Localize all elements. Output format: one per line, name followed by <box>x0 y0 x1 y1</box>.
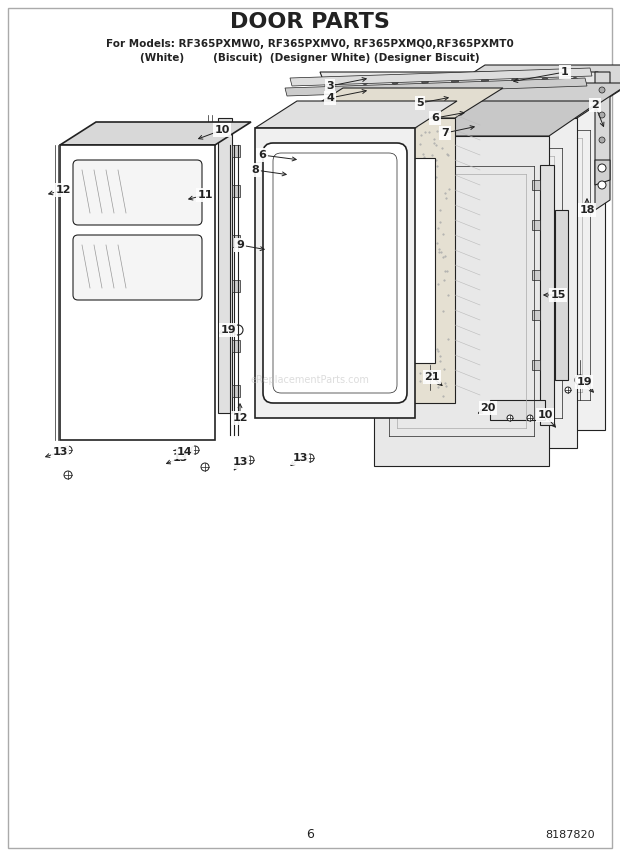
Circle shape <box>572 78 578 85</box>
Polygon shape <box>532 360 540 370</box>
Circle shape <box>64 471 72 479</box>
Circle shape <box>361 78 368 85</box>
Circle shape <box>599 137 605 143</box>
Circle shape <box>246 456 254 464</box>
Polygon shape <box>532 310 540 320</box>
FancyBboxPatch shape <box>263 143 407 403</box>
Circle shape <box>512 78 518 85</box>
Polygon shape <box>374 136 549 466</box>
Circle shape <box>482 78 489 85</box>
Text: 13: 13 <box>172 453 188 463</box>
Circle shape <box>233 325 243 335</box>
Polygon shape <box>295 118 455 403</box>
Polygon shape <box>232 340 240 352</box>
Circle shape <box>541 78 549 85</box>
Text: 6: 6 <box>306 829 314 841</box>
Text: 3: 3 <box>326 81 334 91</box>
Text: 18: 18 <box>579 205 595 215</box>
Text: For Models: RF365PXMW0, RF365PXMV0, RF365PXMQ0,RF365PXMT0: For Models: RF365PXMW0, RF365PXMV0, RF36… <box>106 39 514 49</box>
Polygon shape <box>285 78 587 96</box>
Circle shape <box>507 415 513 421</box>
Text: 14: 14 <box>177 447 193 457</box>
Polygon shape <box>255 101 457 128</box>
Circle shape <box>191 446 199 454</box>
Polygon shape <box>430 65 620 100</box>
Circle shape <box>391 78 399 85</box>
Circle shape <box>306 454 314 462</box>
Circle shape <box>575 375 585 385</box>
Polygon shape <box>218 118 232 413</box>
Polygon shape <box>540 165 554 425</box>
Text: 6: 6 <box>258 150 266 160</box>
Text: 1: 1 <box>561 67 569 77</box>
Circle shape <box>201 463 209 471</box>
Polygon shape <box>595 160 610 185</box>
Text: 11: 11 <box>197 190 213 200</box>
Polygon shape <box>532 220 540 230</box>
Circle shape <box>64 446 72 454</box>
Text: eReplacementParts.com: eReplacementParts.com <box>250 375 370 385</box>
Text: 2: 2 <box>591 100 599 110</box>
Polygon shape <box>402 83 620 118</box>
Circle shape <box>565 387 571 393</box>
Circle shape <box>598 181 606 189</box>
FancyBboxPatch shape <box>73 235 202 300</box>
Text: 6: 6 <box>431 113 439 123</box>
Text: 10: 10 <box>215 125 229 135</box>
Circle shape <box>599 87 605 93</box>
Text: 13: 13 <box>292 453 308 463</box>
Text: 4: 4 <box>326 93 334 103</box>
Text: 13: 13 <box>232 457 247 467</box>
Polygon shape <box>232 145 240 157</box>
Polygon shape <box>532 270 540 280</box>
Text: 12: 12 <box>55 185 71 195</box>
Circle shape <box>332 78 339 85</box>
Polygon shape <box>60 145 215 440</box>
Text: 13: 13 <box>52 447 68 457</box>
Circle shape <box>422 78 428 85</box>
Text: 9: 9 <box>236 240 244 250</box>
Circle shape <box>599 162 605 168</box>
Polygon shape <box>315 158 435 363</box>
Polygon shape <box>320 72 605 90</box>
Polygon shape <box>595 72 610 210</box>
Text: 8187820: 8187820 <box>545 830 595 840</box>
Text: 21: 21 <box>424 372 440 382</box>
Circle shape <box>426 371 434 379</box>
Circle shape <box>599 182 605 188</box>
Polygon shape <box>402 118 577 448</box>
Text: 8: 8 <box>251 165 259 175</box>
Text: 15: 15 <box>551 290 565 300</box>
Text: 19: 19 <box>576 377 592 387</box>
Circle shape <box>527 415 533 421</box>
Text: DOOR PARTS: DOOR PARTS <box>230 12 390 32</box>
Polygon shape <box>60 122 251 145</box>
Polygon shape <box>374 101 600 136</box>
Polygon shape <box>490 400 545 420</box>
Circle shape <box>599 112 605 118</box>
Text: (White)        (Biscuit)  (Designer White) (Designer Biscuit): (White) (Biscuit) (Designer White) (Desi… <box>140 53 480 63</box>
Text: 20: 20 <box>480 403 495 413</box>
Polygon shape <box>232 385 240 397</box>
Polygon shape <box>295 88 503 118</box>
Polygon shape <box>430 100 605 430</box>
Polygon shape <box>232 185 240 197</box>
Polygon shape <box>290 68 592 86</box>
Polygon shape <box>532 180 540 190</box>
FancyBboxPatch shape <box>73 160 202 225</box>
Text: 19: 19 <box>220 325 236 335</box>
Polygon shape <box>232 235 240 247</box>
Text: 5: 5 <box>416 98 424 108</box>
Polygon shape <box>555 210 568 380</box>
Text: 7: 7 <box>441 128 449 138</box>
Circle shape <box>451 78 459 85</box>
Polygon shape <box>255 128 415 418</box>
Text: 12: 12 <box>232 413 248 423</box>
Circle shape <box>598 164 606 172</box>
Polygon shape <box>232 280 240 292</box>
Text: 10: 10 <box>538 410 552 420</box>
